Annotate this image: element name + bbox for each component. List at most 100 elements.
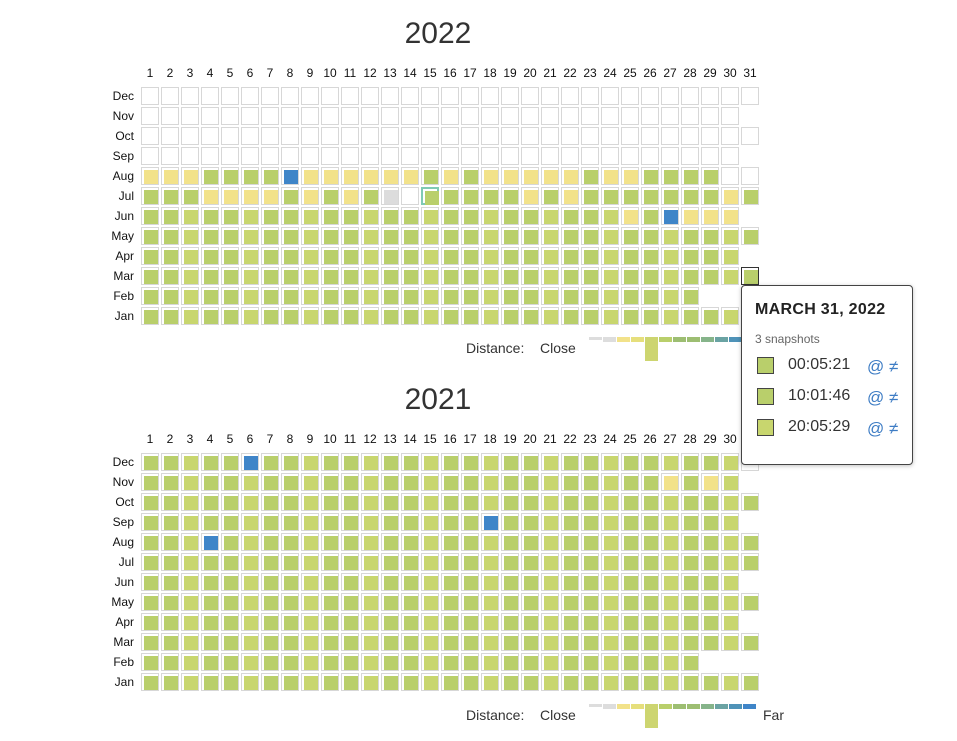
day-cell[interactable] [641,513,659,531]
day-cell[interactable] [421,613,439,631]
day-cell[interactable] [561,593,579,611]
day-cell[interactable] [481,593,499,611]
day-cell[interactable] [461,453,479,471]
day-cell[interactable] [721,453,739,471]
day-cell[interactable] [301,473,319,491]
day-cell[interactable] [341,453,359,471]
day-cell[interactable] [141,613,159,631]
day-cell[interactable] [621,613,639,631]
day-cell[interactable] [301,187,319,205]
day-cell[interactable] [701,513,719,531]
day-cell[interactable] [161,207,179,225]
day-cell[interactable] [421,107,439,125]
day-cell[interactable] [601,453,619,471]
day-cell[interactable] [181,227,199,245]
day-cell[interactable] [481,493,499,511]
day-cell[interactable] [321,573,339,591]
day-cell[interactable] [341,513,359,531]
day-cell[interactable] [661,553,679,571]
day-cell[interactable] [501,287,519,305]
day-cell[interactable] [661,613,679,631]
day-cell[interactable] [561,473,579,491]
day-cell[interactable] [481,267,499,285]
day-cell[interactable] [421,127,439,145]
day-cell[interactable] [161,187,179,205]
day-cell[interactable] [381,593,399,611]
day-cell[interactable] [461,167,479,185]
day-cell[interactable] [281,513,299,531]
day-cell[interactable] [521,127,539,145]
day-cell[interactable] [441,87,459,105]
day-cell[interactable] [141,267,159,285]
day-cell[interactable] [621,167,639,185]
snapshot-row[interactable]: 00:05:21 @ ≠ [755,354,905,378]
day-cell[interactable] [241,307,259,325]
day-cell[interactable] [601,147,619,165]
day-cell[interactable] [221,633,239,651]
day-cell[interactable] [541,267,559,285]
day-cell[interactable] [241,87,259,105]
day-cell[interactable] [281,207,299,225]
day-cell[interactable] [481,613,499,631]
day-cell[interactable] [361,673,379,691]
day-cell[interactable] [501,247,519,265]
day-cell[interactable] [441,473,459,491]
day-cell[interactable] [321,553,339,571]
day-cell[interactable] [421,147,439,165]
day-cell[interactable] [601,593,619,611]
day-cell[interactable] [381,573,399,591]
day-cell[interactable] [741,533,759,551]
day-cell[interactable] [621,673,639,691]
day-cell[interactable] [481,247,499,265]
day-cell[interactable] [401,593,419,611]
day-cell[interactable] [281,87,299,105]
day-cell[interactable] [561,653,579,671]
day-cell[interactable] [521,207,539,225]
day-cell[interactable] [221,673,239,691]
day-cell[interactable] [641,553,659,571]
day-cell[interactable] [521,107,539,125]
day-cell[interactable] [421,653,439,671]
day-cell[interactable] [161,287,179,305]
day-cell[interactable] [681,247,699,265]
day-cell[interactable] [141,207,159,225]
day-cell[interactable] [481,287,499,305]
day-cell[interactable] [281,267,299,285]
day-cell[interactable] [561,613,579,631]
day-cell[interactable] [561,107,579,125]
day-cell[interactable] [341,207,359,225]
day-cell[interactable] [201,613,219,631]
day-cell[interactable] [401,513,419,531]
day-cell[interactable] [221,287,239,305]
day-cell[interactable] [321,147,339,165]
day-cell[interactable] [581,673,599,691]
day-cell[interactable] [341,247,359,265]
day-cell[interactable] [721,87,739,105]
day-cell[interactable] [581,307,599,325]
day-cell[interactable] [301,247,319,265]
day-cell[interactable] [701,613,719,631]
day-cell[interactable] [741,633,759,651]
day-cell[interactable] [481,187,499,205]
day-cell[interactable] [221,187,239,205]
day-cell[interactable] [261,127,279,145]
day-cell[interactable] [681,127,699,145]
day-cell[interactable] [421,593,439,611]
day-cell[interactable] [621,187,639,205]
day-cell[interactable] [341,107,359,125]
day-cell[interactable] [161,673,179,691]
day-cell[interactable] [201,673,219,691]
day-cell[interactable] [261,247,279,265]
day-cell[interactable] [641,453,659,471]
day-cell[interactable] [681,147,699,165]
day-cell[interactable] [541,167,559,185]
day-cell[interactable] [161,493,179,511]
day-cell[interactable] [681,453,699,471]
day-cell[interactable] [221,493,239,511]
day-cell[interactable] [601,87,619,105]
day-cell[interactable] [661,287,679,305]
day-cell[interactable] [601,553,619,571]
day-cell[interactable] [141,147,159,165]
day-cell[interactable] [141,673,159,691]
day-cell[interactable] [161,107,179,125]
